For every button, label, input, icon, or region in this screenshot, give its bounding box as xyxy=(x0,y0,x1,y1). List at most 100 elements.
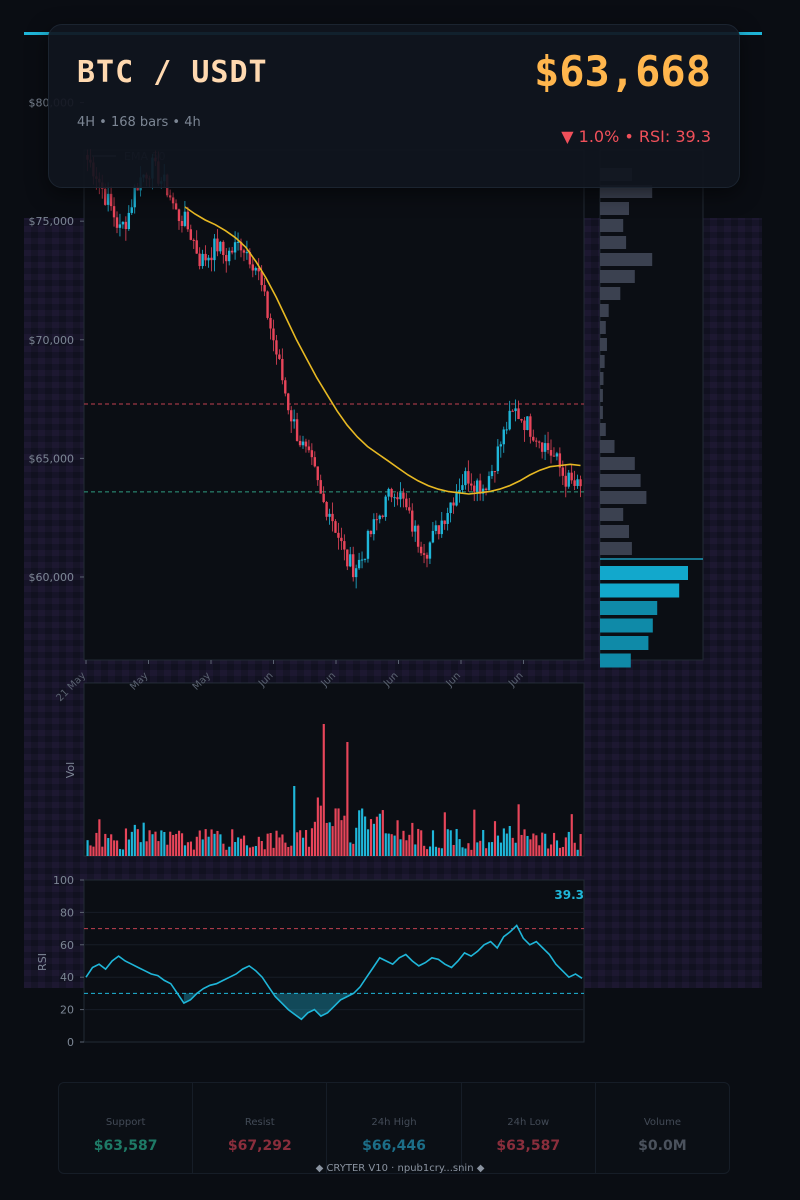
candle-body xyxy=(292,419,296,422)
volume-bar xyxy=(142,822,145,856)
volume-bar xyxy=(225,849,228,856)
profile-bar xyxy=(600,253,653,266)
volume-bar xyxy=(331,826,334,856)
volume-bar xyxy=(157,841,160,856)
profile-bar-active xyxy=(600,601,658,615)
volume-bar xyxy=(511,837,514,856)
candle-body xyxy=(136,186,139,191)
volume-bar xyxy=(570,814,573,856)
candle-body xyxy=(411,510,414,532)
candle-body xyxy=(340,537,343,542)
volume-bar xyxy=(210,829,213,856)
candle-body xyxy=(171,197,175,204)
candle-body xyxy=(520,419,523,421)
candle-body xyxy=(242,250,246,253)
volume-bar xyxy=(154,831,157,856)
candle-body xyxy=(133,186,136,208)
candle-body xyxy=(402,492,405,499)
stat-label: 24h Low xyxy=(507,1117,550,1128)
profile-bar xyxy=(600,542,632,555)
volume-bar xyxy=(532,833,535,856)
volume-bar xyxy=(172,834,175,856)
volume-bar xyxy=(237,837,240,856)
stat-value: $63,587 xyxy=(496,1138,561,1154)
volume-bar xyxy=(455,828,458,856)
volume-bar xyxy=(520,834,523,856)
candle-body xyxy=(558,453,562,468)
volume-bar xyxy=(541,832,544,856)
profile-bar xyxy=(600,219,624,232)
volume-bar xyxy=(372,823,376,856)
candle-body xyxy=(416,525,420,547)
candle-body xyxy=(490,471,494,477)
volume-bar xyxy=(414,844,417,856)
volume-bar xyxy=(178,830,181,856)
volume-bar xyxy=(343,815,346,856)
volume-bar xyxy=(488,842,491,856)
candle-body xyxy=(437,525,441,535)
profile-bar xyxy=(600,236,627,249)
volume-bar xyxy=(121,849,125,856)
volume-bar xyxy=(275,830,278,856)
candle-body xyxy=(183,211,187,226)
candle-body xyxy=(428,542,432,559)
volume-bar xyxy=(139,842,142,856)
volume-bar xyxy=(405,840,408,856)
profile-bar xyxy=(600,474,641,487)
volume-bar xyxy=(417,828,420,856)
candle-body xyxy=(449,502,452,514)
volume-bar xyxy=(163,831,166,856)
candle-body xyxy=(393,497,396,499)
volume-bar xyxy=(408,834,411,856)
rsi-tick-label: 40 xyxy=(60,971,74,984)
volume-bar xyxy=(443,812,446,856)
profile-bar xyxy=(600,338,607,351)
rsi-last-value: 39.3 xyxy=(554,888,584,902)
candle-body xyxy=(257,267,260,272)
volume-bar xyxy=(514,842,517,856)
candle-body xyxy=(118,224,122,228)
candle-body xyxy=(331,513,334,522)
volume-bar xyxy=(248,847,252,856)
volume-bar xyxy=(381,810,384,856)
volume-bar xyxy=(434,846,438,856)
candle-body xyxy=(470,483,473,486)
volume-bar xyxy=(272,847,275,856)
stat-value: $66,446 xyxy=(362,1138,426,1154)
candle-body xyxy=(222,241,225,256)
volume-bar xyxy=(375,816,378,856)
profile-bar-active xyxy=(600,583,680,598)
candle-body xyxy=(168,195,172,198)
candle-body xyxy=(106,193,110,205)
volume-bar xyxy=(449,830,452,856)
candle-body xyxy=(349,554,352,567)
candle-body xyxy=(399,492,402,500)
candle-body xyxy=(337,532,340,538)
stat-label: 24h High xyxy=(371,1117,417,1128)
candle-body xyxy=(195,240,198,254)
volume-bar xyxy=(346,742,349,856)
volume-bar xyxy=(423,845,426,856)
candle-body xyxy=(467,471,470,484)
volume-bar xyxy=(113,840,116,856)
volume-bar xyxy=(160,830,163,856)
volume-bar xyxy=(470,849,473,856)
volume-panel xyxy=(83,682,585,857)
candle-body xyxy=(192,239,195,241)
candle-body xyxy=(322,493,325,503)
candle-body xyxy=(579,479,582,487)
candle-body xyxy=(346,549,349,567)
rsi-tick-label: 80 xyxy=(60,906,74,919)
candle-body xyxy=(260,271,263,286)
volume-bar xyxy=(133,824,136,856)
profile-bar xyxy=(600,372,604,385)
rsi-tick-label: 20 xyxy=(60,1004,74,1017)
volume-bar xyxy=(175,833,178,856)
profile-bar xyxy=(600,423,606,436)
rsi-tick-label: 100 xyxy=(53,874,74,887)
candle-body xyxy=(275,340,278,355)
candle-body xyxy=(334,521,337,533)
candle-body xyxy=(532,436,535,441)
volume-bar xyxy=(378,813,381,856)
candle-body xyxy=(537,441,541,443)
